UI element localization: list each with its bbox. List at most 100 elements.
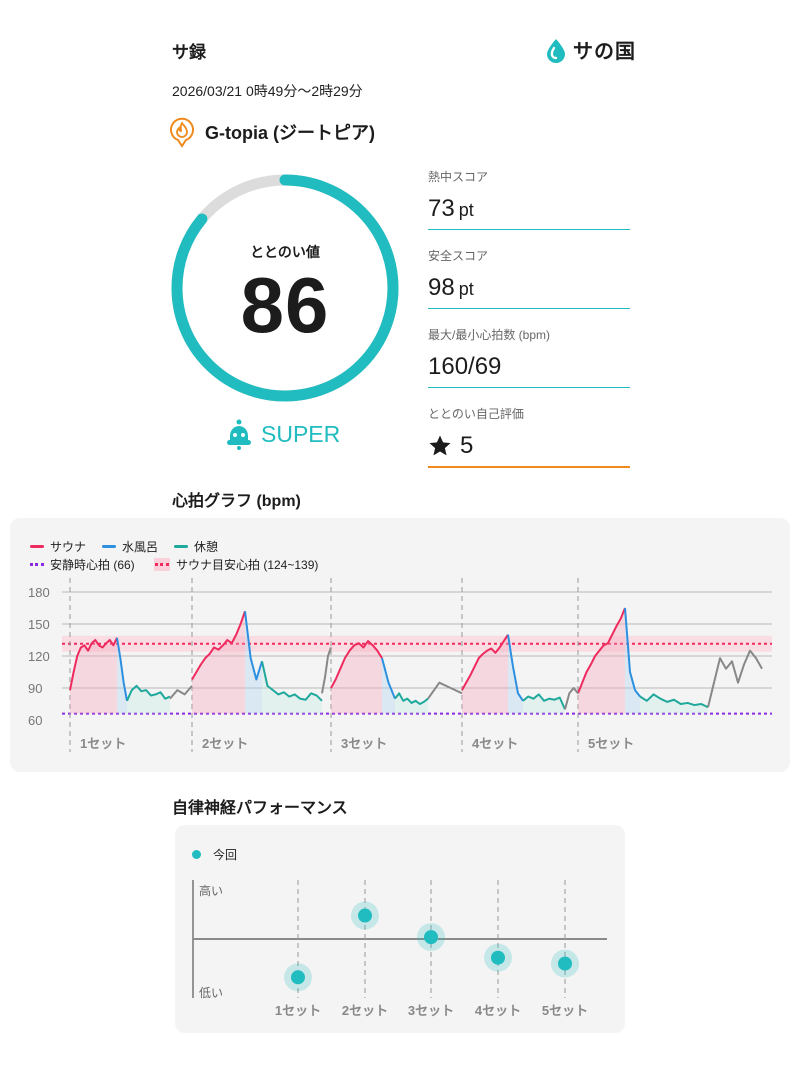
rest-line-area — [640, 694, 708, 714]
y-tick-label: 90 — [28, 681, 42, 696]
set-label: 5セット — [588, 736, 634, 751]
legend-rest: 休憩 — [174, 538, 218, 555]
post-session-line — [707, 649, 763, 708]
transition-line — [321, 647, 332, 694]
legend-water: 水風呂 — [102, 538, 158, 555]
data-point — [358, 908, 372, 923]
legend-swatch — [30, 545, 44, 548]
sauna-line-area — [70, 637, 117, 714]
score-label: ととのい値 — [250, 244, 320, 260]
rest-line-area — [127, 685, 170, 714]
ans-graph-title: 自律神経パフォーマンス — [172, 800, 348, 817]
legend-sauna: サウナ — [30, 538, 86, 555]
flame-pin-icon — [170, 117, 194, 148]
set-label: 2セット — [342, 1003, 388, 1018]
legend-swatch — [102, 545, 116, 548]
rest-line — [126, 684, 171, 702]
set-label: 3セット — [408, 1003, 454, 1018]
brand-logo: サの国 — [543, 35, 636, 64]
rest-line — [394, 692, 429, 705]
set-label: 4セット — [475, 1003, 521, 1018]
divider — [428, 229, 630, 230]
set-label: 2セット — [202, 736, 248, 751]
y-label-low: 低い — [199, 986, 224, 1000]
legend-label: 安静時心拍 (66) — [50, 558, 135, 572]
facility-name: G-topia (ジートピア) — [205, 123, 375, 143]
sauna-line-area — [462, 634, 508, 714]
metric-heat-score: 熱中スコア 73 pt — [428, 168, 630, 230]
transition-line — [169, 685, 193, 700]
transition-line — [564, 687, 579, 710]
metric-unit: pt — [458, 200, 474, 220]
legend-label: 水風呂 — [122, 540, 159, 554]
session-date: 2026/03/21 0時49分〜2時29分 — [172, 83, 363, 99]
water-line — [244, 611, 263, 681]
page-title: サ録 — [172, 43, 206, 62]
water-line-area — [625, 608, 640, 714]
water-line-area — [245, 611, 262, 714]
metric-label: ととのい自己評価 — [428, 407, 524, 421]
rest-line-area — [262, 661, 322, 714]
bell-icon — [227, 419, 251, 450]
y-tick-label: 150 — [28, 617, 50, 632]
star-icon — [429, 435, 451, 456]
legend-swatch — [30, 563, 44, 566]
set-label: 1セット — [80, 736, 126, 751]
metric-value-row: 73 pt — [428, 195, 630, 229]
metric-self-rating[interactable]: ととのい自己評価 5 — [428, 405, 630, 468]
data-point — [491, 950, 505, 965]
legend-target: サウナ目安心拍 (124~139) — [154, 556, 318, 573]
divider — [428, 466, 630, 468]
metric-unit: pt — [458, 279, 474, 299]
data-point — [291, 970, 305, 985]
y-tick-label: 180 — [28, 585, 50, 600]
divider — [428, 387, 630, 388]
ans-graph-card — [175, 825, 625, 1033]
sauna-line — [69, 637, 118, 691]
metric-heart-rate: 最大/最小心拍数 (bpm) 160/69 — [428, 326, 630, 388]
water-line-area — [508, 634, 523, 714]
set-label: 4セット — [472, 736, 518, 751]
legend-swatch — [174, 545, 188, 548]
sauna-line — [577, 607, 626, 694]
divider — [428, 308, 630, 309]
data-point — [424, 930, 438, 945]
legend-dot — [192, 850, 201, 859]
metric-value: 98 — [428, 274, 455, 301]
legend-label: サウナ目安心拍 (124~139) — [176, 558, 319, 572]
brand-name: サの国 — [573, 41, 636, 63]
score-gauge — [171, 174, 399, 402]
y-tick-label: 60 — [28, 713, 42, 728]
set-label: 1セット — [275, 1003, 321, 1018]
sauna-line-area — [192, 611, 245, 714]
legend-label: サウナ — [50, 540, 87, 554]
facility-row[interactable]: G-topia (ジートピア) — [169, 116, 375, 148]
water-line — [381, 657, 396, 700]
metric-value: 5 — [460, 432, 474, 459]
y-tick-label: 120 — [28, 649, 50, 664]
sauna-line — [191, 610, 246, 680]
legend-label: 休憩 — [194, 540, 219, 554]
rest-line — [261, 661, 323, 702]
sauna-line — [330, 640, 383, 689]
metric-label: 安全スコア — [428, 249, 489, 263]
metric-value-row: 160/69 — [428, 353, 630, 387]
metric-value-row: 5 — [428, 432, 630, 466]
hr-graph-title: 心拍グラフ (bpm) — [172, 493, 301, 510]
metric-value: 160/69 — [428, 353, 502, 380]
droplet-icon — [547, 38, 565, 63]
rank-badge: SUPER — [225, 418, 340, 450]
transition-line — [427, 681, 463, 700]
y-label-high: 高い — [199, 884, 224, 898]
sauna-line — [461, 634, 509, 691]
set-label: 5セット — [542, 1003, 588, 1018]
metric-value: 73 — [428, 195, 455, 222]
score-gauge-arc — [171, 174, 399, 402]
legend-resting-hr: 安静時心拍 (66) — [30, 556, 135, 573]
ans-legend: 今回 — [192, 846, 237, 863]
sauna-line-area — [331, 641, 382, 714]
legend-label: 今回 — [213, 848, 238, 862]
set-label: 3セット — [341, 736, 387, 751]
